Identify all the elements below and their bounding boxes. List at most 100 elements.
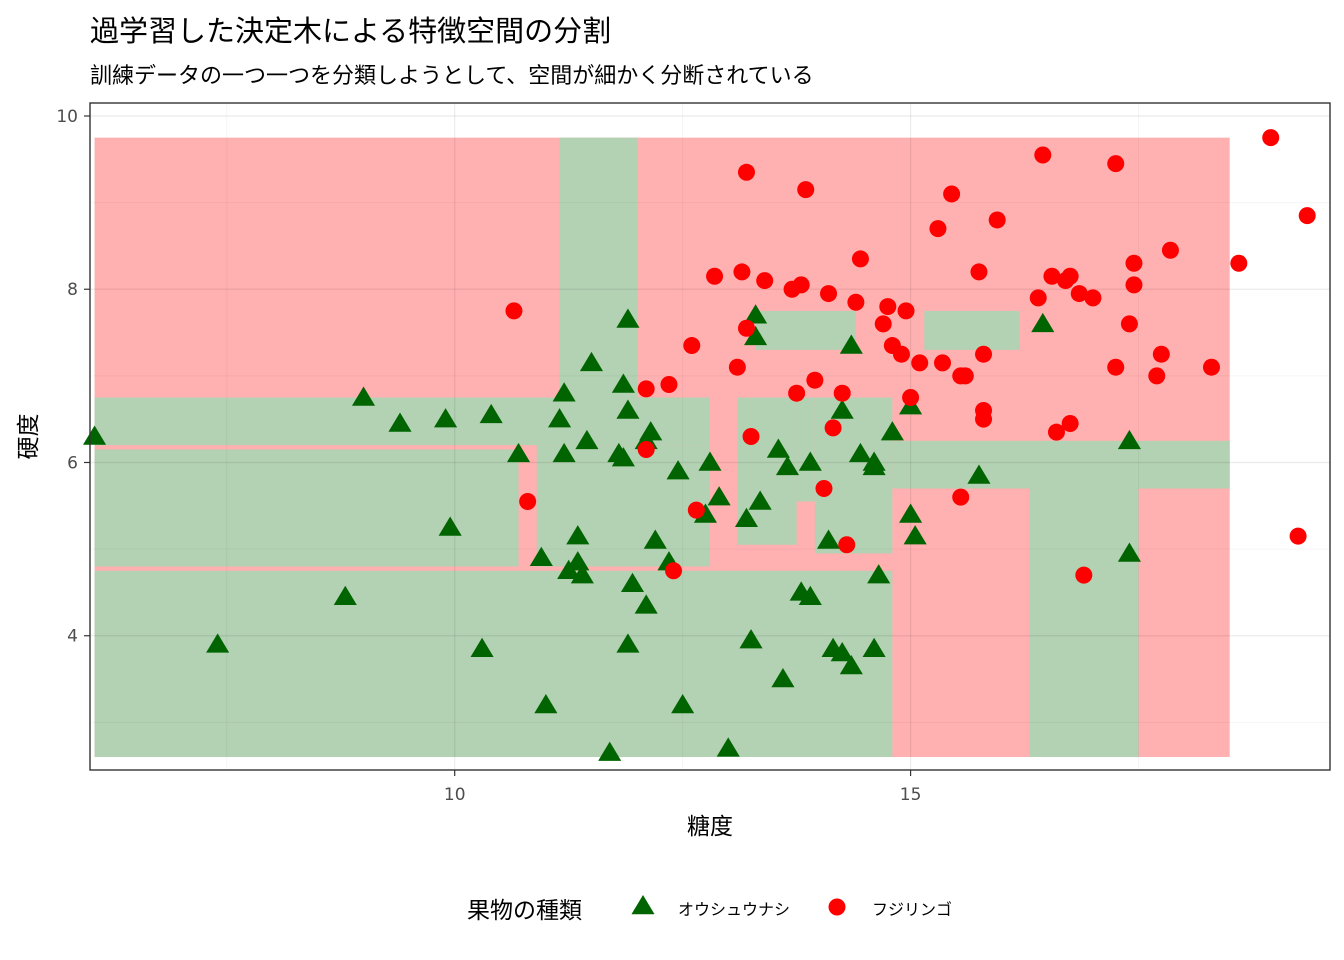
y-tick-label: 10 (56, 107, 78, 127)
point-pear (739, 629, 763, 649)
point-pear (616, 399, 640, 419)
point-pear (798, 451, 822, 471)
point-pear (707, 486, 731, 506)
point-apple (1107, 358, 1125, 376)
point-apple (879, 298, 897, 316)
y-axis-title: 硬度 (16, 414, 42, 460)
point-apple (505, 302, 523, 320)
point-pear (566, 525, 590, 545)
point-apple (1289, 527, 1307, 545)
point-apple (637, 440, 655, 458)
point-pear (598, 741, 622, 761)
point-apple (1029, 289, 1047, 307)
panel-border (89, 102, 1331, 771)
point-pear (862, 451, 886, 471)
point-apple (929, 220, 947, 238)
point-apple (902, 389, 920, 407)
region-pear (924, 310, 1020, 350)
point-pear (434, 408, 458, 428)
point-pear (744, 304, 768, 324)
point-apple (952, 488, 970, 506)
point-pear (351, 386, 376, 406)
data-points (83, 129, 1316, 761)
point-pear (671, 694, 695, 714)
point-pear (616, 633, 640, 653)
point-pear (967, 464, 991, 484)
point-apple (851, 250, 869, 268)
point-apple (970, 263, 988, 281)
point-apple (733, 263, 751, 281)
axes: 10 15 4 6 8 10 (56, 107, 921, 805)
point-apple (975, 345, 993, 363)
point-apple (1107, 155, 1125, 173)
point-pear (830, 399, 854, 419)
point-pear (388, 412, 412, 432)
point-pear (506, 442, 531, 463)
point-apple (637, 380, 655, 398)
point-apple (737, 163, 755, 181)
point-apple (1148, 367, 1166, 385)
legend-triangle-marker (631, 895, 655, 915)
point-apple (815, 479, 833, 497)
legend-label-apple: フジリンゴ (872, 900, 952, 919)
x-axis-title: 糖度 (687, 814, 733, 840)
point-apple (892, 345, 910, 363)
point-apple (519, 492, 537, 510)
region-pear (892, 440, 1230, 489)
chart-title: 過学習した決定木による特徴空間の分割 (90, 14, 612, 48)
y-tick-label: 6 (67, 453, 78, 473)
point-pear (570, 564, 594, 584)
point-apple (1298, 207, 1316, 225)
point-pear (616, 308, 640, 328)
point-pear (698, 451, 722, 471)
region-pear (94, 570, 893, 758)
point-apple (897, 302, 915, 320)
point-pear (620, 572, 645, 593)
region-pear (796, 397, 815, 502)
point-apple (1262, 129, 1280, 147)
region-pear (1029, 488, 1139, 758)
point-pear (611, 447, 635, 467)
point-apple (874, 315, 892, 333)
point-apple (956, 367, 974, 385)
point-pear (830, 642, 854, 662)
point-apple (1034, 146, 1052, 164)
point-apple (706, 267, 724, 285)
point-pear (206, 633, 230, 653)
point-apple (975, 410, 993, 428)
legend-title: 果物の種類 (467, 898, 582, 924)
point-apple (687, 501, 705, 519)
point-apple (788, 384, 806, 402)
point-apple (1161, 241, 1179, 259)
point-pear (666, 460, 690, 480)
point-pear (734, 507, 759, 528)
point-apple (1125, 254, 1143, 272)
point-pear (1031, 312, 1055, 333)
legend: 果物の種類 オウシュウナシ フジリンゴ (467, 895, 952, 924)
point-pear (766, 438, 790, 458)
point-pear (1117, 542, 1141, 562)
legend-circle-marker (828, 898, 846, 916)
region-pear (559, 137, 638, 398)
point-apple (1043, 267, 1061, 285)
point-apple (683, 337, 701, 355)
point-pear (470, 637, 494, 657)
point-apple (838, 536, 856, 554)
point-apple (665, 562, 683, 580)
point-apple (806, 371, 824, 389)
point-pear (839, 655, 863, 675)
point-apple (1061, 267, 1079, 285)
point-apple (1075, 566, 1093, 584)
point-pear (867, 564, 891, 584)
point-apple (1120, 315, 1138, 333)
point-pear (83, 425, 107, 445)
y-tick-label: 8 (67, 280, 78, 300)
point-pear (479, 403, 503, 424)
region-pear (94, 449, 519, 567)
point-pear (548, 408, 572, 428)
point-apple (824, 419, 842, 437)
point-pear (611, 373, 635, 393)
point-apple (1202, 358, 1220, 376)
point-apple (1125, 276, 1143, 294)
